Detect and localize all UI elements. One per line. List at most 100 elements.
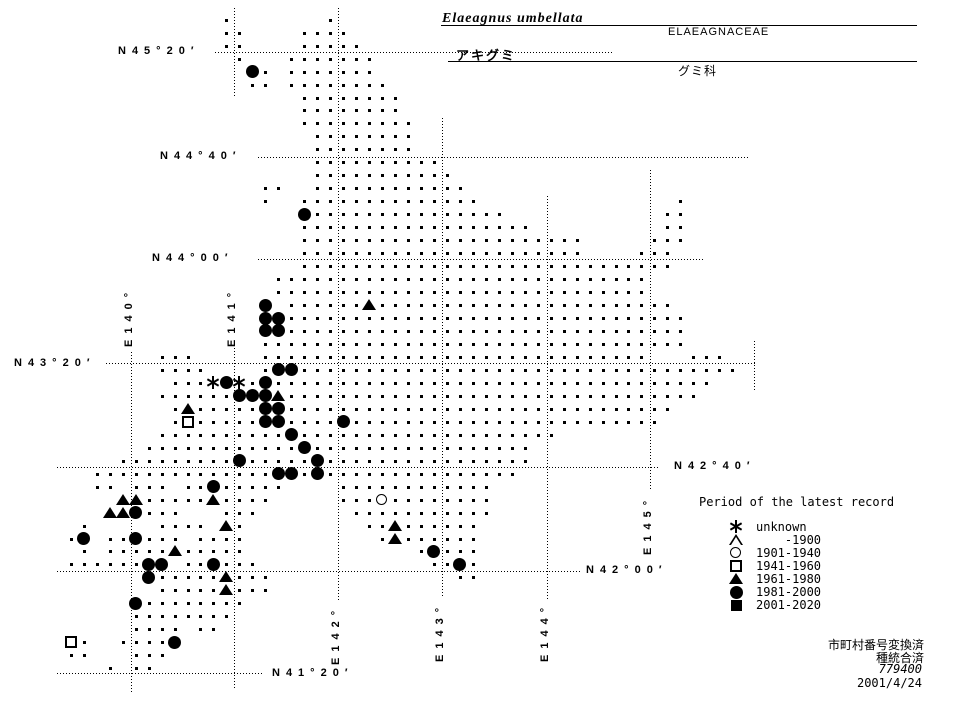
record-marker-filled-circle bbox=[168, 635, 182, 649]
mesh-dot bbox=[199, 433, 203, 437]
mesh-dot bbox=[199, 394, 203, 398]
mesh-dot bbox=[458, 524, 462, 528]
record-marker-filled-circle bbox=[142, 557, 156, 571]
mesh-dot bbox=[355, 265, 359, 269]
mesh-dot bbox=[186, 563, 190, 567]
mesh-dot bbox=[316, 446, 320, 450]
mesh-dot bbox=[458, 342, 462, 346]
record-marker-open-triangle bbox=[729, 534, 743, 545]
mesh-dot bbox=[394, 498, 398, 502]
mesh-dot bbox=[225, 485, 229, 489]
mesh-dot bbox=[381, 200, 385, 204]
mesh-dot bbox=[549, 394, 553, 398]
mesh-dot bbox=[108, 563, 112, 567]
mesh-dot bbox=[419, 278, 423, 282]
mesh-dot bbox=[368, 174, 372, 178]
mesh-dot bbox=[510, 278, 514, 282]
mesh-dot bbox=[406, 213, 410, 217]
mesh-dot bbox=[342, 381, 346, 385]
mesh-dot bbox=[160, 589, 164, 593]
latitude-line bbox=[57, 571, 580, 572]
mesh-dot bbox=[368, 368, 372, 372]
mesh-dot bbox=[653, 420, 657, 424]
mesh-dot bbox=[666, 342, 670, 346]
mesh-dot bbox=[614, 291, 618, 295]
mesh-dot bbox=[186, 381, 190, 385]
longitude-line bbox=[547, 196, 548, 600]
mesh-dot bbox=[575, 317, 579, 320]
mesh-dot bbox=[355, 83, 359, 87]
mesh-dot bbox=[342, 472, 346, 476]
mesh-dot bbox=[251, 433, 255, 437]
mesh-dot bbox=[264, 446, 268, 450]
mesh-dot bbox=[484, 446, 488, 450]
mesh-dot bbox=[329, 57, 333, 61]
mesh-dot bbox=[601, 407, 605, 411]
record-marker-asterisk bbox=[232, 375, 246, 390]
mesh-dot bbox=[355, 57, 359, 61]
mesh-dot bbox=[445, 524, 449, 528]
mesh-dot bbox=[627, 420, 631, 424]
mesh-dot bbox=[406, 355, 410, 359]
mesh-dot bbox=[627, 317, 631, 320]
mesh-dot bbox=[627, 329, 631, 333]
mesh-dot bbox=[562, 252, 566, 256]
mesh-dot bbox=[264, 368, 268, 372]
mesh-dot bbox=[264, 342, 268, 346]
mesh-dot bbox=[355, 407, 359, 411]
mesh-dot bbox=[264, 589, 268, 593]
mesh-dot bbox=[406, 368, 410, 372]
record-marker-filled-circle bbox=[729, 585, 743, 599]
mesh-dot bbox=[458, 213, 462, 217]
mesh-dot bbox=[329, 70, 333, 74]
mesh-dot bbox=[497, 459, 501, 463]
mesh-dot bbox=[342, 291, 346, 295]
mesh-dot bbox=[186, 485, 190, 489]
mesh-dot bbox=[523, 446, 527, 450]
mesh-dot bbox=[523, 381, 527, 385]
mesh-dot bbox=[355, 96, 359, 100]
mesh-dot bbox=[290, 407, 294, 411]
mesh-dot bbox=[316, 174, 320, 178]
record-marker-filled-circle bbox=[453, 557, 467, 571]
record-marker-filled-circle bbox=[271, 311, 285, 325]
mesh-dot bbox=[134, 472, 138, 476]
mesh-dot bbox=[614, 394, 618, 398]
record-marker-filled-triangle bbox=[388, 532, 403, 544]
mesh-dot bbox=[368, 342, 372, 346]
mesh-dot bbox=[225, 498, 229, 502]
mesh-dot bbox=[432, 304, 436, 308]
mesh-dot bbox=[316, 291, 320, 295]
mesh-dot bbox=[523, 291, 527, 295]
mesh-dot bbox=[238, 433, 242, 437]
mesh-dot bbox=[147, 667, 151, 671]
mesh-dot bbox=[549, 407, 553, 411]
record-marker-open-square bbox=[64, 636, 77, 649]
mesh-dot bbox=[329, 200, 333, 204]
latitude-label: N42°00′ bbox=[586, 564, 668, 576]
mesh-dot bbox=[445, 239, 449, 243]
mesh-dot bbox=[692, 381, 696, 385]
mesh-dot bbox=[381, 187, 385, 191]
mesh-dot bbox=[614, 407, 618, 411]
mesh-dot bbox=[342, 174, 346, 178]
mesh-dot bbox=[510, 472, 514, 476]
latitude-line bbox=[57, 466, 660, 468]
mesh-dot bbox=[575, 394, 579, 398]
mesh-dot bbox=[484, 329, 488, 333]
mesh-dot bbox=[419, 524, 423, 528]
mesh-dot bbox=[368, 70, 372, 74]
mesh-dot bbox=[329, 394, 333, 398]
mesh-dot bbox=[471, 200, 475, 204]
mesh-dot bbox=[640, 420, 644, 424]
mesh-dot bbox=[82, 550, 86, 554]
mesh-dot bbox=[549, 252, 553, 256]
mesh-dot bbox=[627, 291, 631, 295]
mesh-dot bbox=[484, 511, 488, 515]
longitude-line bbox=[442, 118, 444, 598]
mesh-dot bbox=[471, 563, 475, 567]
mesh-dot bbox=[575, 329, 579, 333]
mesh-dot bbox=[303, 342, 307, 346]
mesh-dot bbox=[329, 407, 333, 411]
mesh-dot bbox=[445, 174, 449, 178]
